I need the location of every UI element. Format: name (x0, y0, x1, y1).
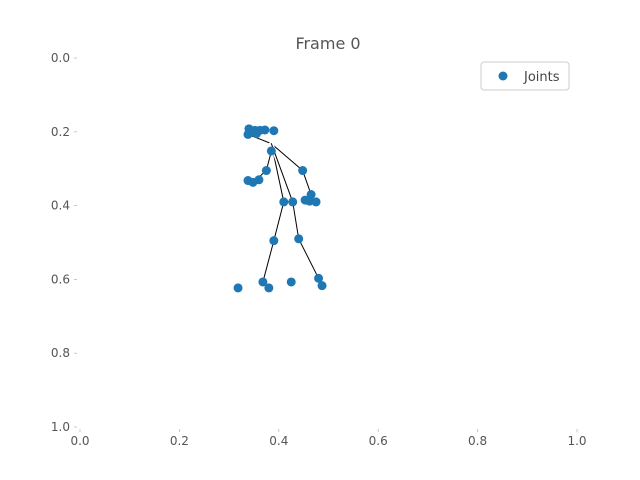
joint-point-22 (286, 277, 296, 287)
joint-point-4 (269, 126, 279, 136)
y-tick-label-2: 0.4 (51, 199, 70, 213)
skeleton-line-15 (298, 238, 320, 279)
legend: Joints (480, 61, 570, 91)
y-tick-label-0: 0.0 (51, 51, 70, 65)
skeleton-line-14 (292, 201, 300, 240)
skeleton-line-12 (262, 240, 275, 283)
joint-point-9 (298, 166, 308, 176)
joint-point-24 (233, 283, 243, 293)
joint-point-23 (314, 273, 324, 283)
joint-point-17 (279, 197, 289, 207)
joint-point-26 (317, 281, 327, 291)
x-tick-label-4: 0.8 (468, 434, 487, 448)
legend-box (480, 61, 570, 91)
joint-point-18 (288, 197, 298, 207)
legend-label-joints: Joints (523, 70, 560, 85)
y-tick-label-5: 1.0 (51, 420, 70, 434)
joint-point-7 (266, 146, 276, 156)
x-tick-label-1: 0.2 (170, 434, 189, 448)
joint-point-25 (264, 283, 274, 293)
legend-marker-joints (498, 71, 508, 81)
joint-point-21 (258, 277, 268, 287)
joint-points (233, 124, 327, 293)
x-tick-label-0: 0.0 (70, 434, 89, 448)
joint-point-6 (251, 129, 261, 139)
y-tick-label-1: 0.2 (51, 125, 70, 139)
joint-point-16 (311, 197, 321, 207)
joint-point-12 (254, 175, 264, 185)
joint-point-19 (269, 236, 279, 246)
joint-point-3 (260, 125, 270, 135)
skeleton-line-3 (270, 143, 304, 172)
y-tick-label-4: 0.8 (51, 346, 70, 360)
y-axis-ticks: 0.0 0.2 0.4 0.6 0.8 1.0 (51, 51, 77, 434)
chart-title: Frame 0 (295, 34, 360, 53)
x-tick-label-3: 0.6 (369, 434, 388, 448)
y-tick-label-3: 0.6 (51, 272, 70, 286)
joint-point-5 (243, 129, 253, 139)
skeleton-line-11 (273, 201, 285, 242)
x-tick-label-2: 0.4 (269, 434, 288, 448)
joint-point-8 (261, 166, 271, 176)
x-tick-label-5: 1.0 (567, 434, 586, 448)
joint-point-20 (294, 234, 304, 244)
x-axis-ticks: 0.0 0.2 0.4 0.6 0.8 1.0 (70, 429, 587, 448)
